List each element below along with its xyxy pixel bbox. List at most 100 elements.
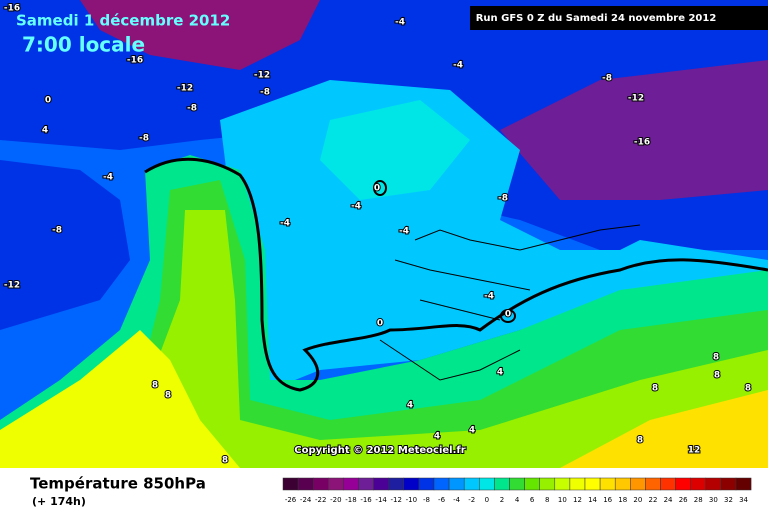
legend-swatch bbox=[645, 477, 661, 491]
legend-label: -26 bbox=[285, 496, 297, 504]
legend-swatch bbox=[539, 477, 556, 491]
legend-swatch bbox=[735, 477, 752, 491]
legend-swatch bbox=[584, 477, 601, 491]
contour-label: 8 bbox=[745, 384, 751, 394]
contour-label: 4 bbox=[469, 426, 475, 436]
contour-label: -4 bbox=[280, 219, 290, 229]
legend-swatch bbox=[630, 477, 646, 491]
legend-swatch bbox=[690, 477, 707, 491]
legend-label: -4 bbox=[453, 496, 461, 504]
contour-label: -8 bbox=[52, 226, 62, 236]
legend-label: 10 bbox=[558, 496, 567, 504]
contour-label: 4 bbox=[407, 401, 413, 411]
contour-label: -8 bbox=[498, 194, 508, 204]
legend-label: -16 bbox=[360, 496, 372, 504]
legend-label: 34 bbox=[739, 496, 748, 504]
date: Samedi 1 décembre 2012 bbox=[16, 12, 230, 30]
legend-label: 14 bbox=[588, 496, 597, 504]
contour-label: 4 bbox=[497, 368, 503, 378]
legend-swatch bbox=[282, 477, 299, 491]
contour-label: -4 bbox=[399, 227, 409, 237]
contour-label: 8 bbox=[637, 436, 643, 446]
legend-label: 20 bbox=[633, 496, 642, 504]
contour-label: -4 bbox=[453, 61, 463, 71]
legend-swatch bbox=[569, 477, 586, 491]
legend-label: 0 bbox=[485, 496, 489, 504]
contour-label: -4 bbox=[395, 18, 405, 28]
legend-label: -12 bbox=[391, 496, 402, 504]
contour-label: 12 bbox=[688, 446, 701, 456]
legend-label: 8 bbox=[545, 496, 549, 504]
legend-label: 16 bbox=[603, 496, 612, 504]
legend-swatch bbox=[388, 477, 405, 491]
contour-label: -4 bbox=[103, 173, 113, 183]
contour-label: -8 bbox=[602, 74, 612, 84]
contour-label: 0 bbox=[377, 319, 383, 329]
legend-swatch bbox=[675, 477, 691, 491]
contour-label: -12 bbox=[4, 281, 20, 291]
legend-label: -6 bbox=[438, 496, 446, 504]
legend-label: 32 bbox=[724, 496, 733, 504]
legend-swatch bbox=[509, 477, 525, 491]
contour-label: 8 bbox=[165, 391, 171, 401]
legend-label: 4 bbox=[515, 496, 520, 504]
legend-swatch bbox=[403, 477, 420, 491]
contour-label: -8 bbox=[139, 134, 149, 144]
legend-swatch bbox=[328, 477, 344, 491]
contour-label: -16 bbox=[127, 56, 143, 66]
copyright: Copyright © 2012 Meteociel.fr bbox=[294, 445, 465, 456]
legend-label: -22 bbox=[315, 496, 326, 504]
contour-label: -4 bbox=[351, 202, 361, 212]
contour-label: 0 bbox=[505, 310, 511, 320]
legend-swatch bbox=[494, 477, 510, 491]
contour-label: -12 bbox=[177, 84, 193, 94]
contour-label: -16 bbox=[4, 4, 20, 14]
contour-label: -4 bbox=[484, 292, 494, 302]
legend-swatch bbox=[599, 477, 616, 491]
contour-label: 0 bbox=[374, 184, 380, 194]
legend-label: -24 bbox=[300, 496, 312, 504]
contour-label: 8 bbox=[714, 371, 720, 381]
legend-label: -18 bbox=[345, 496, 356, 504]
run-box bbox=[470, 6, 768, 30]
contour-label: 8 bbox=[152, 381, 158, 391]
contour-label: 0 bbox=[45, 96, 51, 106]
legend-swatch bbox=[524, 477, 540, 491]
contour-label: 8 bbox=[222, 456, 228, 466]
legend-swatch bbox=[312, 477, 329, 491]
legend-swatch bbox=[418, 477, 435, 491]
legend-swatch bbox=[448, 477, 465, 491]
legend-label: 6 bbox=[530, 496, 535, 504]
map-field bbox=[0, 0, 768, 468]
legend-swatch bbox=[433, 477, 450, 491]
contour-label: -12 bbox=[254, 71, 270, 81]
legend-swatch bbox=[297, 477, 314, 491]
contour-label: -8 bbox=[187, 104, 197, 114]
legend-label: 24 bbox=[664, 496, 673, 504]
legend-swatch bbox=[373, 477, 389, 491]
legend-label: 18 bbox=[618, 496, 627, 504]
legend-label: -10 bbox=[406, 496, 417, 504]
legend-label: 2 bbox=[500, 496, 504, 504]
legend-swatch bbox=[660, 477, 676, 491]
legend-label: 28 bbox=[694, 496, 703, 504]
footer-title: Température 850hPa bbox=[30, 475, 206, 493]
legend-swatch bbox=[614, 477, 631, 491]
legend-swatch bbox=[705, 477, 722, 491]
legend-swatch bbox=[554, 477, 571, 491]
legend-label: -14 bbox=[375, 496, 387, 504]
legend-label: 30 bbox=[709, 496, 718, 504]
contour-label: -12 bbox=[628, 94, 644, 104]
legend-label: 26 bbox=[679, 496, 688, 504]
legend-label: -8 bbox=[423, 496, 430, 504]
legend-swatch bbox=[479, 477, 495, 491]
lead-time: (+ 174h) bbox=[32, 495, 86, 508]
contour-label: 4 bbox=[434, 432, 440, 442]
legend-swatch bbox=[358, 477, 374, 491]
contour-label: 8 bbox=[713, 353, 719, 363]
legend-label: -2 bbox=[468, 496, 475, 504]
legend-swatch bbox=[463, 477, 480, 491]
legend-label: 22 bbox=[648, 496, 657, 504]
legend-label: 12 bbox=[573, 496, 582, 504]
